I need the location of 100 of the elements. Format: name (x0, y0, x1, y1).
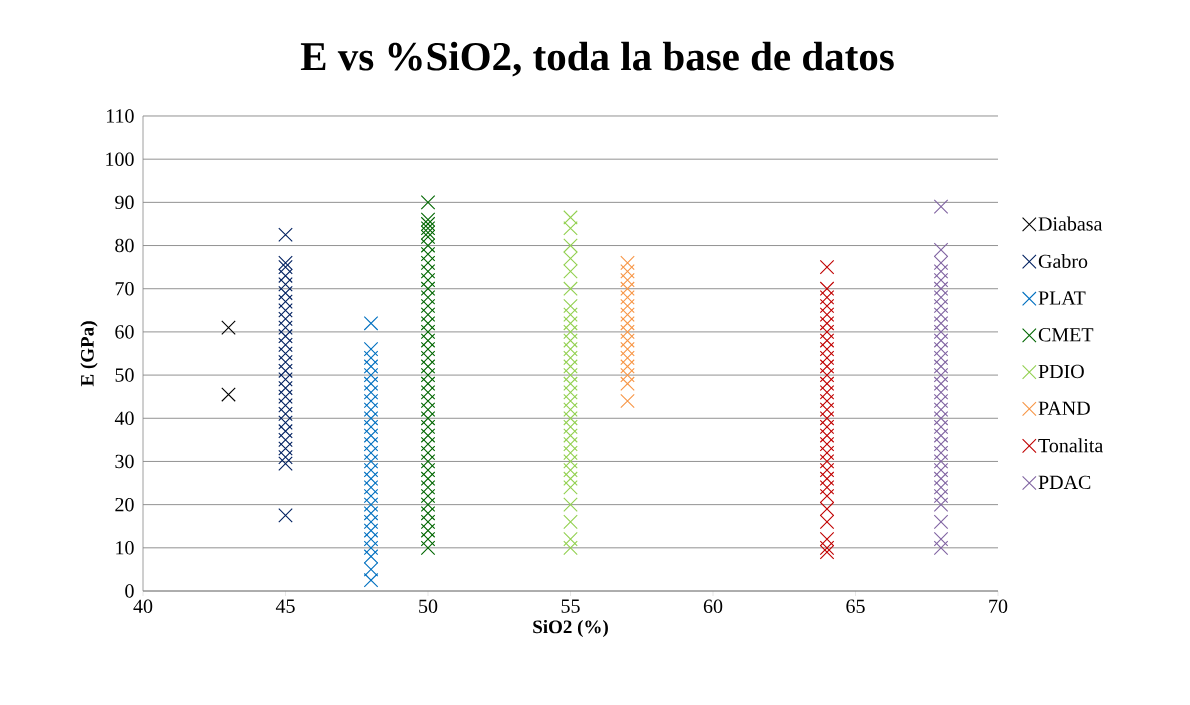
point (620, 367, 635, 383)
point (563, 264, 578, 279)
point (278, 406, 293, 422)
point (620, 359, 635, 374)
point (933, 242, 949, 258)
point (420, 523, 436, 538)
point (278, 277, 293, 292)
point (420, 506, 436, 521)
point (363, 428, 379, 443)
legend-label: PAND (1038, 401, 1090, 415)
point (563, 540, 578, 556)
point (420, 229, 436, 245)
point (933, 264, 949, 279)
point (420, 359, 436, 374)
point (933, 540, 949, 556)
point (363, 454, 379, 469)
point (363, 376, 379, 391)
point (278, 294, 293, 309)
point (620, 307, 635, 322)
x-tick-label: 55 (561, 599, 580, 613)
point (420, 402, 436, 417)
point (933, 445, 949, 461)
point (420, 298, 436, 314)
point (620, 264, 635, 279)
point (363, 549, 379, 564)
point (363, 402, 379, 417)
point (420, 221, 436, 236)
point (420, 514, 436, 530)
x-tick-label: 45 (275, 599, 295, 613)
point (819, 488, 835, 504)
point (221, 320, 236, 335)
y-tick-label: 80 (115, 238, 134, 253)
point (933, 402, 949, 417)
point (420, 324, 436, 340)
point (933, 393, 949, 409)
point (278, 255, 293, 271)
x-tick-label: 60 (703, 599, 723, 614)
point (933, 298, 949, 314)
point (933, 290, 949, 305)
point (420, 436, 436, 452)
point (933, 376, 949, 391)
y-tick-label: 10 (116, 541, 134, 555)
point (819, 307, 835, 322)
point (363, 480, 379, 495)
point (819, 445, 835, 461)
point (363, 531, 379, 547)
x-tick-label: 70 (989, 599, 1008, 614)
point (363, 506, 379, 521)
point (933, 514, 949, 530)
point (933, 316, 949, 331)
point (278, 268, 293, 284)
point (563, 445, 578, 461)
legend-label: PDIO (1038, 364, 1084, 379)
point (563, 350, 578, 366)
point (278, 380, 293, 396)
point (563, 238, 578, 253)
point (420, 497, 436, 512)
point (363, 462, 379, 478)
point (563, 428, 578, 443)
x-tick-label: 40 (133, 599, 153, 614)
point (819, 514, 835, 530)
point (620, 393, 635, 409)
point (620, 290, 635, 305)
point (278, 398, 293, 413)
x-axis-title: SiO2 (%) (533, 619, 608, 638)
point (819, 419, 835, 435)
point (278, 328, 293, 344)
point (420, 471, 436, 486)
legend-label: Tonalita (1038, 438, 1104, 453)
point (563, 359, 578, 374)
legend-label: PDAC (1038, 475, 1091, 490)
point (819, 402, 835, 417)
point (363, 471, 379, 486)
point (363, 488, 379, 504)
point (363, 411, 379, 426)
point (278, 372, 293, 387)
point (278, 423, 293, 439)
point (620, 324, 635, 340)
point (363, 562, 379, 577)
point (363, 316, 379, 331)
point (933, 281, 949, 296)
point (363, 350, 379, 366)
point (933, 488, 949, 504)
point (278, 363, 293, 379)
point (420, 454, 436, 469)
point (620, 341, 635, 357)
point (563, 221, 578, 236)
point (221, 387, 236, 402)
point (563, 251, 578, 266)
point (363, 367, 379, 383)
x-tick-label: 65 (846, 599, 865, 613)
point (563, 462, 578, 478)
point (363, 341, 379, 357)
point (933, 454, 949, 469)
point (933, 324, 949, 340)
point (278, 441, 293, 456)
point (819, 544, 835, 560)
point (563, 333, 578, 348)
point (278, 432, 293, 448)
point (420, 333, 436, 348)
